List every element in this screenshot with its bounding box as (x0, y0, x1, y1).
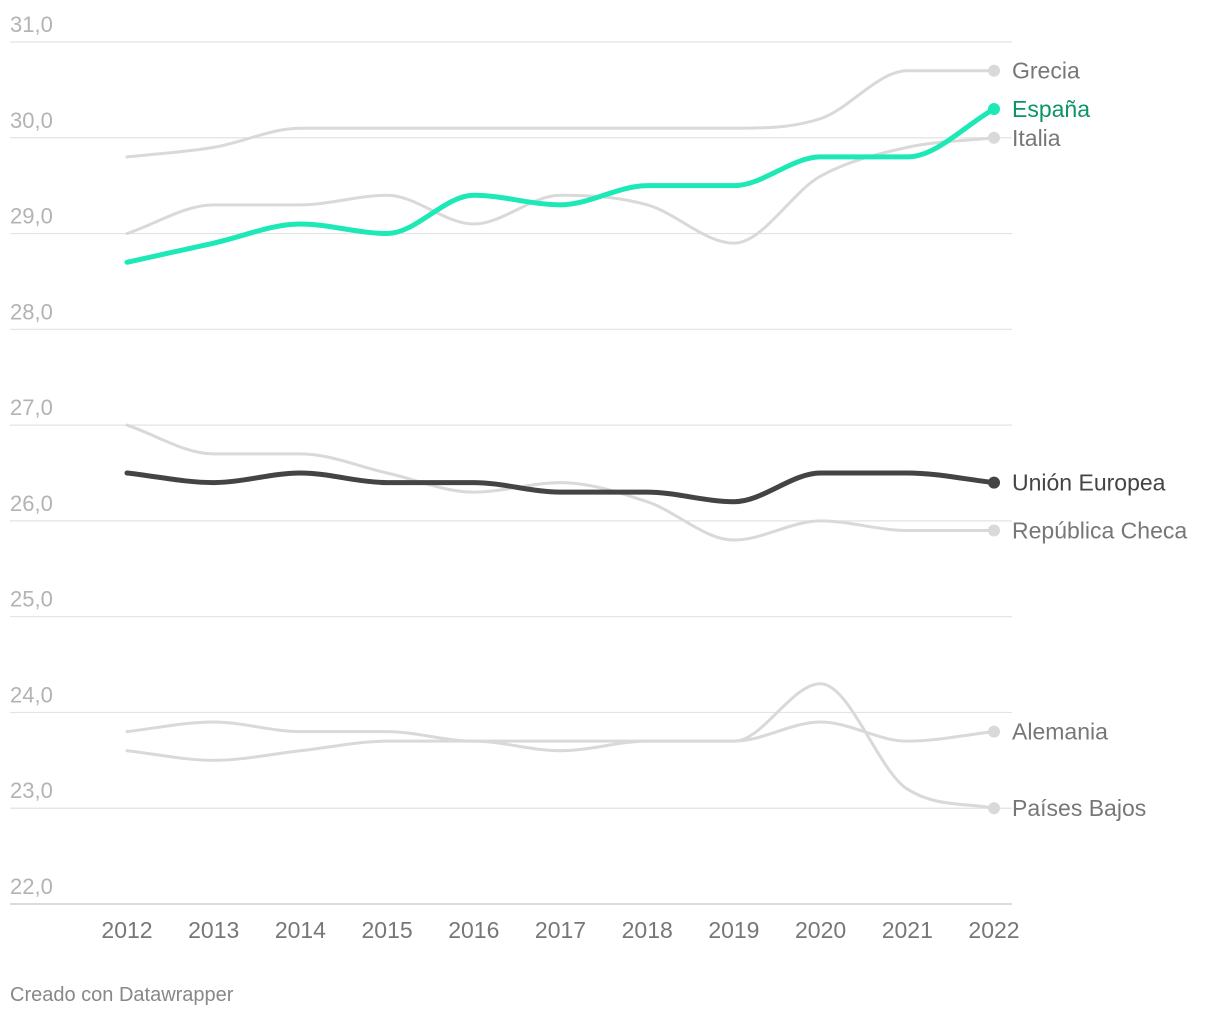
series-label-republica-checa: República Checa (1012, 517, 1187, 543)
series-line-republica-checa (125, 423, 996, 542)
y-tick-label: 30,0 (10, 108, 53, 133)
series-line-union-europea (124, 470, 997, 505)
y-tick-label: 23,0 (10, 778, 53, 803)
x-tick-label: 2015 (362, 917, 413, 943)
y-tick-label: 27,0 (10, 395, 53, 420)
gridlines (10, 41, 1012, 905)
series-label-grecia: Grecia (1012, 58, 1080, 84)
series-label-alemania: Alemania (1012, 719, 1108, 745)
series-end-marker-alemania (988, 725, 1000, 738)
series-line-paises-bajos (125, 682, 996, 810)
series-label-union-europea: Unión Europea (1012, 470, 1166, 496)
x-tick-label: 2020 (795, 917, 846, 943)
y-axis-ticks: 22,0 23,0 24,0 25,0 26,0 27,0 28,0 29,0 30,0 31,0 (10, 12, 53, 899)
series-end-marker-union-europea (988, 476, 1000, 489)
x-tick-label: 2021 (882, 917, 933, 943)
credit-text: Creado con Datawrapper (10, 984, 234, 1006)
series-line-alemania (125, 720, 996, 743)
x-tick-label: 2012 (101, 917, 152, 943)
y-tick-label: 22,0 (10, 874, 53, 899)
x-tick-label: 2018 (622, 917, 673, 943)
y-tick-label: 28,0 (10, 299, 53, 324)
series-end-marker-grecia (988, 64, 1000, 77)
series-label-italia: Italia (1012, 125, 1061, 151)
x-tick-label: 2022 (968, 917, 1019, 943)
x-tick-label: 2016 (448, 917, 499, 943)
series-lines (124, 69, 997, 810)
y-tick-label: 29,0 (10, 204, 53, 229)
x-tick-label: 2014 (275, 917, 326, 943)
series-labels: Grecia Italia República Checa Alemania Paíse… (1012, 58, 1187, 821)
series-label-espana: España (1012, 96, 1090, 122)
series-line-grecia (125, 69, 996, 159)
y-tick-label: 26,0 (10, 491, 53, 516)
x-axis-ticks: 2012 2013 2014 2015 2016 2017 2018 2019 2020 2021… (101, 917, 1019, 943)
series-line-italia (125, 136, 996, 245)
x-tick-label: 2017 (535, 917, 586, 943)
series-label-paises-bajos: Países Bajos (1012, 795, 1146, 821)
y-tick-label: 24,0 (10, 682, 53, 707)
series-end-marker-paises-bajos (988, 802, 1000, 815)
series-end-marker-italia (988, 131, 1000, 144)
series-end-marker-espana (988, 103, 1000, 116)
x-tick-label: 2019 (708, 917, 759, 943)
y-tick-label: 25,0 (10, 587, 53, 612)
series-end-marker-republica-checa (988, 524, 1000, 537)
series-line-espana (124, 106, 997, 265)
y-tick-label: 31,0 (10, 12, 53, 37)
x-tick-label: 2013 (188, 917, 239, 943)
series-end-markers (988, 64, 1000, 815)
